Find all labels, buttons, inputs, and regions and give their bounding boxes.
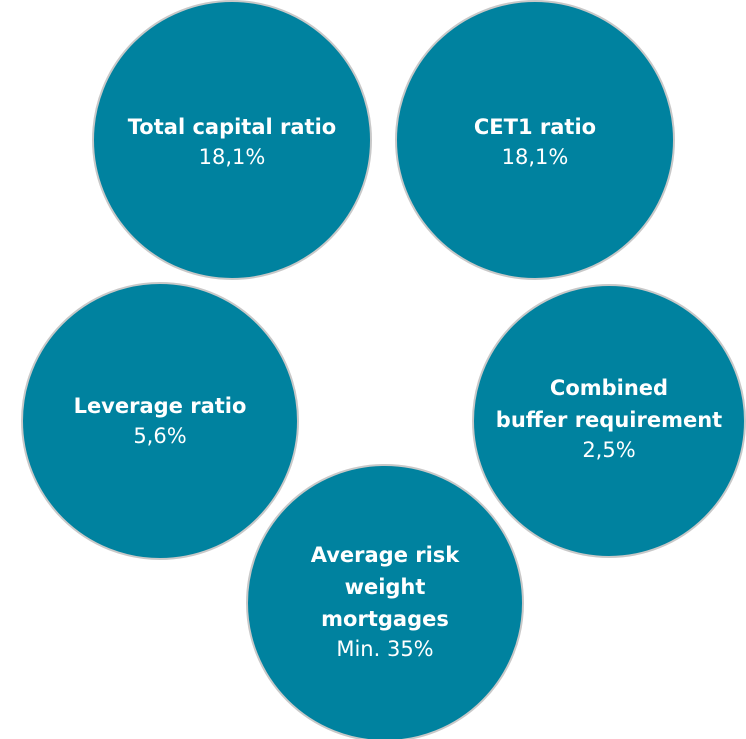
metric-circle <box>472 284 746 558</box>
metric-value: 2,5% <box>582 438 635 462</box>
metric-value: Min. 35% <box>336 637 433 661</box>
metric-value: 18,1% <box>199 145 266 169</box>
metric-value: 18,1% <box>502 145 569 169</box>
metric-label: Leverage ratio <box>74 394 247 418</box>
metric-circle <box>21 282 299 560</box>
metric-label: CET1 ratio <box>474 115 596 139</box>
metric-value: 5,6% <box>133 424 186 448</box>
metric-label: Total capital ratio <box>128 115 336 139</box>
metric-circle <box>246 464 524 739</box>
metric-label: Average risk <box>311 543 461 567</box>
metric-label: mortgages <box>321 607 449 631</box>
metric-circle <box>92 0 372 280</box>
metric-circle <box>395 0 675 280</box>
metric-label: weight <box>345 575 426 599</box>
metric-label: Combined <box>550 376 668 400</box>
metric-label: buffer requirement <box>496 408 722 432</box>
